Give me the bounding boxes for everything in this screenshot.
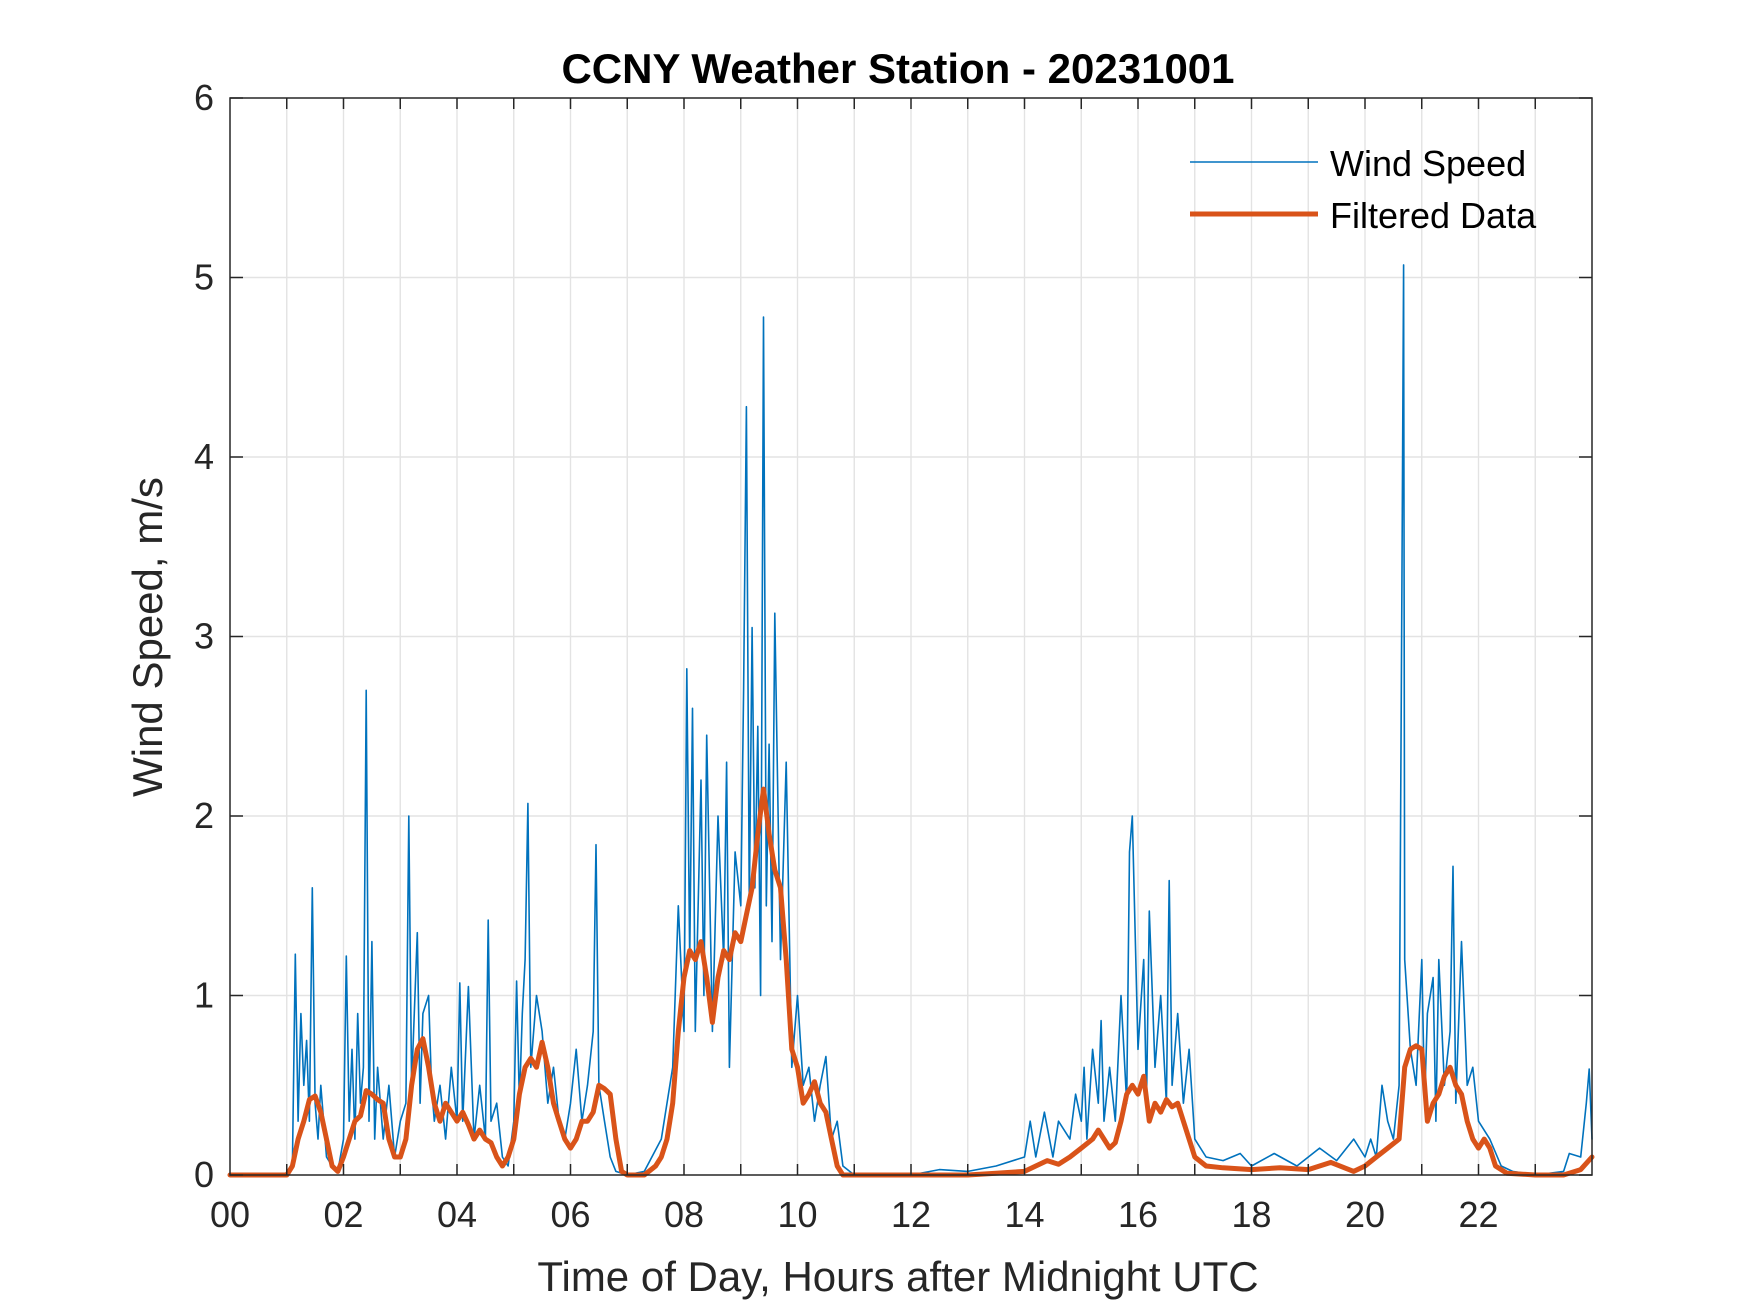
x-tick-label: 04 xyxy=(437,1194,477,1235)
y-tick-label: 3 xyxy=(194,616,214,657)
x-tick-label: 14 xyxy=(1004,1194,1044,1235)
y-tick-label: 0 xyxy=(194,1154,214,1195)
chart-title: CCNY Weather Station - 20231001 xyxy=(561,45,1234,92)
x-tick-label: 06 xyxy=(550,1194,590,1235)
legend-label-filtered-data: Filtered Data xyxy=(1330,195,1537,236)
x-axis-label: Time of Day, Hours after Midnight UTC xyxy=(537,1253,1258,1300)
y-tick-label: 1 xyxy=(194,975,214,1016)
legend-label-wind-speed: Wind Speed xyxy=(1330,143,1526,184)
series-line-filtered-data xyxy=(227,786,1595,1178)
legend: Wind Speed Filtered Data xyxy=(1190,143,1537,236)
y-tick-label: 5 xyxy=(194,257,214,298)
x-tick-label: 02 xyxy=(323,1194,363,1235)
y-tick-label: 4 xyxy=(194,436,214,477)
x-tick-label: 18 xyxy=(1231,1194,1271,1235)
y-tick-label: 2 xyxy=(194,795,214,836)
x-tick-label: 20 xyxy=(1345,1194,1385,1235)
axis-ticks xyxy=(230,97,1592,1176)
y-tick-labels: 0 1 2 3 4 5 6 xyxy=(194,77,214,1195)
x-tick-label: 12 xyxy=(891,1194,931,1235)
x-tick-label: 08 xyxy=(664,1194,704,1235)
x-tick-labels: 00 02 04 06 08 10 12 14 16 18 20 22 xyxy=(210,1194,1499,1235)
x-tick-label: 10 xyxy=(777,1194,817,1235)
series-layer xyxy=(227,264,1595,1178)
x-tick-label: 22 xyxy=(1458,1194,1498,1235)
x-tick-label: 16 xyxy=(1118,1194,1158,1235)
y-tick-label: 6 xyxy=(194,77,214,118)
series-line-wind-speed xyxy=(229,264,1593,1176)
y-axis-label: Wind Speed, m/s xyxy=(124,477,171,797)
x-tick-label: 00 xyxy=(210,1194,250,1235)
